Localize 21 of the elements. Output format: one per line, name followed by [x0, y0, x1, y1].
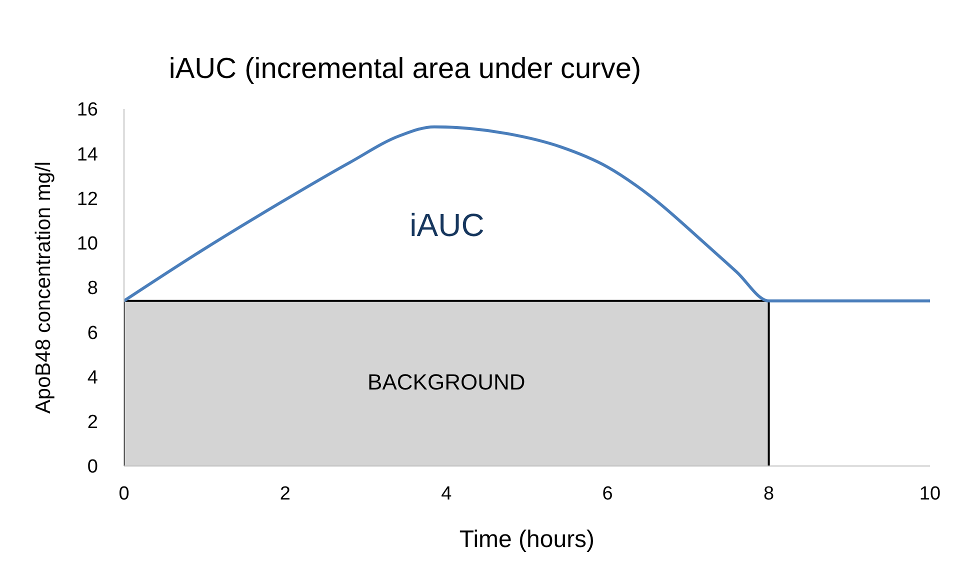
- x-axis-title: Time (hours): [459, 526, 595, 553]
- y-tick-label: 4: [87, 367, 98, 388]
- series-label: BACKGROUND: [368, 369, 526, 394]
- y-axis-title: ApoB48 concentration mg/l: [32, 161, 55, 414]
- x-tick-label: 6: [602, 483, 613, 504]
- chart-title: iAUC (incremental area under curve): [168, 53, 642, 85]
- y-tick-label: 8: [87, 278, 98, 300]
- y-tick-label: 6: [87, 322, 98, 344]
- x-tick-label: 0: [118, 483, 130, 504]
- x-tick-label: 10: [919, 483, 941, 504]
- y-tick-label: 12: [76, 188, 98, 210]
- y-tick-label: 2: [87, 412, 98, 434]
- annotation: iAUC: [410, 206, 484, 243]
- y-tick-label: 0: [87, 456, 98, 478]
- y-tick-label: 14: [76, 144, 98, 166]
- line-series: [124, 125, 930, 302]
- x-tick-label: 8: [764, 483, 774, 504]
- y-tick-label: 16: [76, 100, 98, 121]
- y-tick-label: 10: [76, 234, 98, 255]
- x-tick-label: 2: [280, 483, 290, 504]
- x-tick-label: 4: [441, 483, 452, 504]
